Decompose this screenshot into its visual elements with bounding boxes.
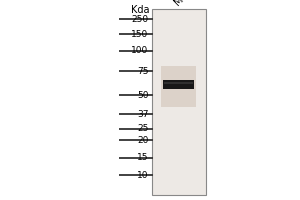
Text: 20: 20 [137, 136, 148, 145]
Text: 50: 50 [137, 91, 148, 100]
Text: Kda: Kda [131, 5, 150, 15]
Text: MCF-7: MCF-7 [172, 0, 201, 7]
Text: 15: 15 [137, 153, 148, 162]
Bar [163, 80, 194, 89]
Bar [161, 66, 196, 107]
Text: 37: 37 [137, 110, 148, 119]
Bar [152, 9, 206, 195]
Bar [164, 82, 193, 84]
Text: 100: 100 [131, 46, 148, 55]
Text: 75: 75 [137, 67, 148, 76]
Text: 250: 250 [131, 15, 148, 24]
Text: 25: 25 [137, 124, 148, 133]
Text: 150: 150 [131, 30, 148, 39]
Text: 10: 10 [137, 171, 148, 180]
